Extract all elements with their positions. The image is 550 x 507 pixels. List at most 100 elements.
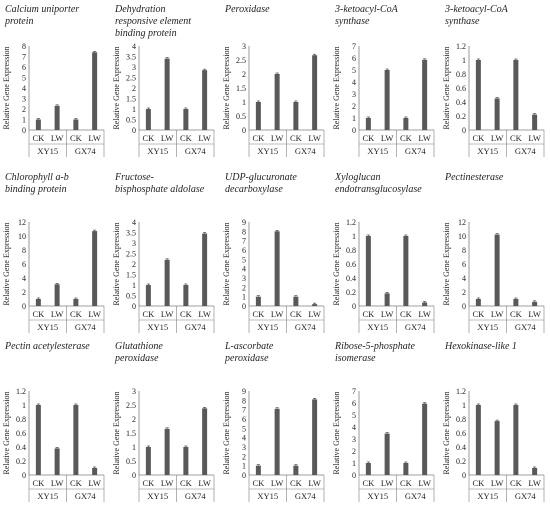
- y-tick-label: 1: [132, 281, 136, 290]
- chart-title: responsive element: [115, 16, 191, 27]
- group-label: XY15: [477, 146, 498, 156]
- x-tick-label: CK: [32, 309, 45, 319]
- group-label: GX74: [185, 146, 207, 156]
- y-axis-label: Relative Gene Expression: [332, 46, 341, 129]
- bar: [35, 299, 41, 306]
- group-label: XY15: [257, 491, 278, 501]
- y-tick-label: 6: [22, 260, 26, 269]
- y-tick-label: 0.6: [456, 84, 466, 93]
- x-tick-label: LW: [88, 309, 101, 319]
- chart-title: Chlorophyll a-b: [5, 172, 69, 183]
- x-tick-label: LW: [198, 133, 211, 143]
- x-tick-label: CK: [180, 309, 193, 319]
- y-tick-label: 1: [242, 98, 246, 107]
- y-tick-label: 1: [242, 462, 246, 471]
- bar: [403, 236, 409, 306]
- y-tick-label: 0.5: [126, 292, 136, 301]
- chart-title: Xyloglucan: [334, 172, 381, 183]
- y-tick-label: 1: [242, 293, 246, 302]
- group-label: GX74: [185, 491, 207, 501]
- x-tick-label: CK: [510, 478, 523, 488]
- y-tick-label: 8: [242, 396, 246, 405]
- y-axis-label: Relative Gene Expression: [112, 391, 121, 474]
- y-tick-label: 0: [462, 302, 466, 311]
- y-tick-label: 0.8: [346, 246, 356, 255]
- y-tick-label: 0: [132, 471, 136, 480]
- x-tick-label: CK: [472, 309, 485, 319]
- x-tick-label: LW: [308, 309, 321, 319]
- y-tick-label: 2: [242, 452, 246, 461]
- x-tick-label: CK: [400, 133, 413, 143]
- chart-title: Peroxidase: [224, 4, 270, 15]
- chart-panel-11: Pectin acetylesterase Relative Gene Expre…: [2, 341, 105, 502]
- x-tick-label: LW: [88, 133, 101, 143]
- y-tick-label: 0.4: [456, 443, 466, 452]
- group-label: GX74: [295, 322, 317, 332]
- y-tick-label: 4: [242, 265, 246, 274]
- y-tick-label: 1: [132, 105, 136, 114]
- bar: [255, 102, 261, 130]
- x-tick-label: CK: [510, 133, 523, 143]
- bar: [365, 118, 371, 130]
- y-tick-label: 1: [22, 116, 26, 125]
- y-tick-label: 2.5: [236, 56, 246, 65]
- bar: [513, 405, 519, 475]
- y-axis-label: Relative Gene Expression: [112, 46, 121, 129]
- y-tick-label: 0: [22, 126, 26, 135]
- y-tick-label: 1: [352, 114, 356, 123]
- x-tick-label: CK: [142, 133, 155, 143]
- x-tick-label: CK: [362, 133, 375, 143]
- x-tick-label: CK: [472, 133, 485, 143]
- group-label: XY15: [37, 146, 58, 156]
- y-tick-label: 1.2: [346, 218, 356, 227]
- bar: [403, 463, 409, 475]
- bar: [475, 405, 481, 475]
- group-label: GX74: [515, 146, 537, 156]
- y-axis-label: Relative Gene Expression: [222, 222, 231, 305]
- y-axis-label: Relative Gene Expression: [222, 46, 231, 129]
- x-tick-label: LW: [528, 133, 541, 143]
- group-label: GX74: [295, 146, 317, 156]
- y-tick-label: 1: [462, 401, 466, 410]
- y-tick-label: 0.2: [346, 288, 356, 297]
- x-tick-label: LW: [381, 133, 394, 143]
- y-tick-label: 1: [352, 459, 356, 468]
- y-tick-label: 12: [458, 218, 466, 227]
- bar: [92, 468, 98, 475]
- y-tick-label: 7: [352, 387, 356, 396]
- chart-title: Pectinesterase: [444, 172, 504, 183]
- y-tick-label: 6: [462, 260, 466, 269]
- x-tick-label: CK: [180, 133, 193, 143]
- bar: [164, 58, 170, 130]
- y-tick-label: 2: [242, 283, 246, 292]
- x-tick-label: LW: [271, 133, 284, 143]
- bar: [73, 299, 79, 306]
- bar: [422, 403, 428, 475]
- bar: [202, 70, 208, 130]
- y-tick-label: 5: [352, 66, 356, 75]
- bar: [202, 408, 208, 475]
- chart-title: Ribose-5-phosphate: [334, 341, 416, 352]
- group-label: GX74: [75, 491, 97, 501]
- y-tick-label: 5: [242, 424, 246, 433]
- y-tick-label: 0.5: [126, 116, 136, 125]
- bar: [183, 109, 189, 130]
- bar: [164, 259, 170, 306]
- x-tick-label: LW: [198, 309, 211, 319]
- bar: [164, 428, 170, 475]
- y-tick-label: 3: [352, 90, 356, 99]
- bar: [54, 284, 60, 306]
- chart-title: binding protein: [5, 184, 67, 195]
- group-label: GX74: [75, 322, 97, 332]
- y-tick-label: 3: [132, 239, 136, 248]
- x-tick-label: LW: [271, 309, 284, 319]
- x-tick-label: LW: [528, 309, 541, 319]
- chart-title: Pectin acetylesterase: [4, 341, 90, 352]
- y-tick-label: 3: [242, 42, 246, 51]
- y-tick-label: 4: [352, 423, 356, 432]
- bar: [365, 236, 371, 306]
- bar: [494, 421, 500, 475]
- chart-title: endotransglucosylase: [335, 184, 422, 195]
